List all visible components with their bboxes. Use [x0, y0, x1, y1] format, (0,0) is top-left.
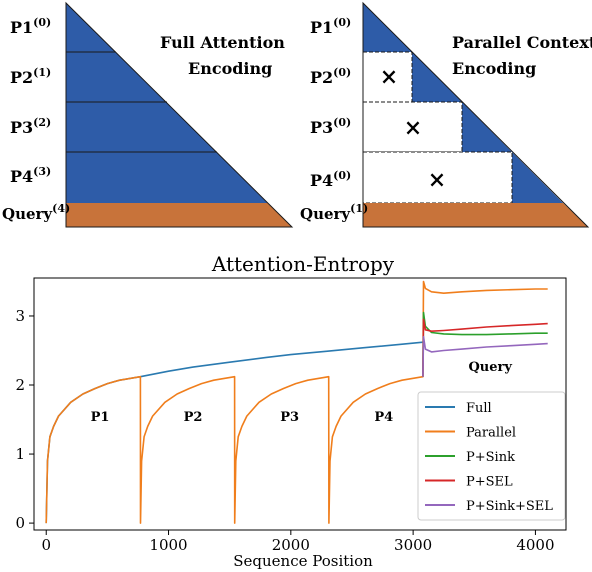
mask-x-icon: × — [404, 115, 422, 141]
right-outline — [362, 1, 590, 228]
segment-label-p2: P2 — [184, 410, 203, 425]
right-row-label-query: Query(1) — [300, 202, 368, 223]
segment-label-p3: P3 — [280, 410, 299, 425]
x-tick-label: 3000 — [394, 536, 432, 554]
plot-frame — [33, 277, 567, 531]
right-p4-block — [512, 152, 563, 203]
right-title-line2: Encoding — [452, 59, 536, 78]
x-tick-label: 4000 — [516, 536, 554, 554]
legend-box — [417, 391, 566, 521]
left-row-label-query: Query(4) — [2, 202, 70, 223]
left-title-line1: Full Attention — [160, 33, 285, 52]
left-query-band — [66, 203, 292, 227]
y-tick-label: 3 — [15, 307, 25, 325]
legend-label-p-sink-sel: P+Sink+SEL — [466, 499, 553, 514]
y-tick-label: 0 — [15, 514, 25, 532]
attention-entropy-chart: Attention-Entropy 0 1000 2000 3000 40000123 … — [15, 252, 567, 570]
x-tick-label: 2000 — [272, 536, 310, 554]
x-tick-label: 1000 — [149, 536, 187, 554]
y-tick-label: 2 — [15, 376, 25, 394]
x-axis-label: Sequence Position — [233, 552, 373, 570]
right-p4-masked-region — [362, 151, 513, 204]
mask-x-icon: × — [428, 167, 446, 193]
left-row-label-p1: P1(0) — [10, 16, 51, 37]
left-outline — [65, 1, 294, 228]
tick-layer: 0 1000 2000 3000 4000 0 1 2 3 — [15, 307, 554, 554]
right-query-band — [363, 203, 588, 227]
segment-label-layer: P1 P2 P3 P4 Query — [91, 360, 513, 425]
right-row-label-p1: P1(0) — [310, 16, 351, 37]
y-tick-label: 1 — [15, 445, 25, 463]
series-layer — [45, 280, 548, 524]
right-title-line1: Parallel Context — [452, 33, 592, 52]
right-row-label-p4: P4(0) — [310, 169, 351, 190]
legend-label-parallel: Parallel — [466, 426, 516, 441]
legend-label-full: Full — [466, 401, 492, 416]
left-row-label-p3: P3(2) — [10, 116, 51, 137]
full-attention-diagram: Full Attention Encoding P1(0) P2(1) P3(2… — [2, 1, 294, 228]
segment-label-query: Query — [468, 360, 512, 375]
series-line-p-sel — [422, 318, 548, 377]
left-title-line2: Encoding — [188, 59, 272, 78]
left-row-label-p4: P4(3) — [10, 165, 51, 186]
right-row-label-p3: P3(0) — [310, 116, 351, 137]
segment-label-p1: P1 — [91, 410, 110, 425]
x-tick-label: 0 — [41, 536, 51, 554]
left-row-label-p2: P2(1) — [10, 66, 51, 87]
right-row-label-p2: P2(0) — [310, 66, 351, 87]
parallel-context-diagram: × × × Parallel Context Encoding P1(0) P2… — [300, 1, 592, 228]
legend-label-p-sink: P+Sink — [466, 450, 515, 465]
legend-label-p-sel: P+SEL — [466, 475, 513, 490]
mask-x-icon: × — [380, 64, 398, 90]
series-line-p-sink-sel — [422, 335, 548, 377]
legend: Full Parallel P+Sink P+SEL P+Sink+SEL — [417, 391, 566, 521]
series-line-p-sink — [422, 311, 548, 377]
right-p2-masked-region — [362, 51, 413, 103]
chart-title: Attention-Entropy — [211, 252, 395, 276]
segment-label-p4: P4 — [374, 410, 393, 425]
